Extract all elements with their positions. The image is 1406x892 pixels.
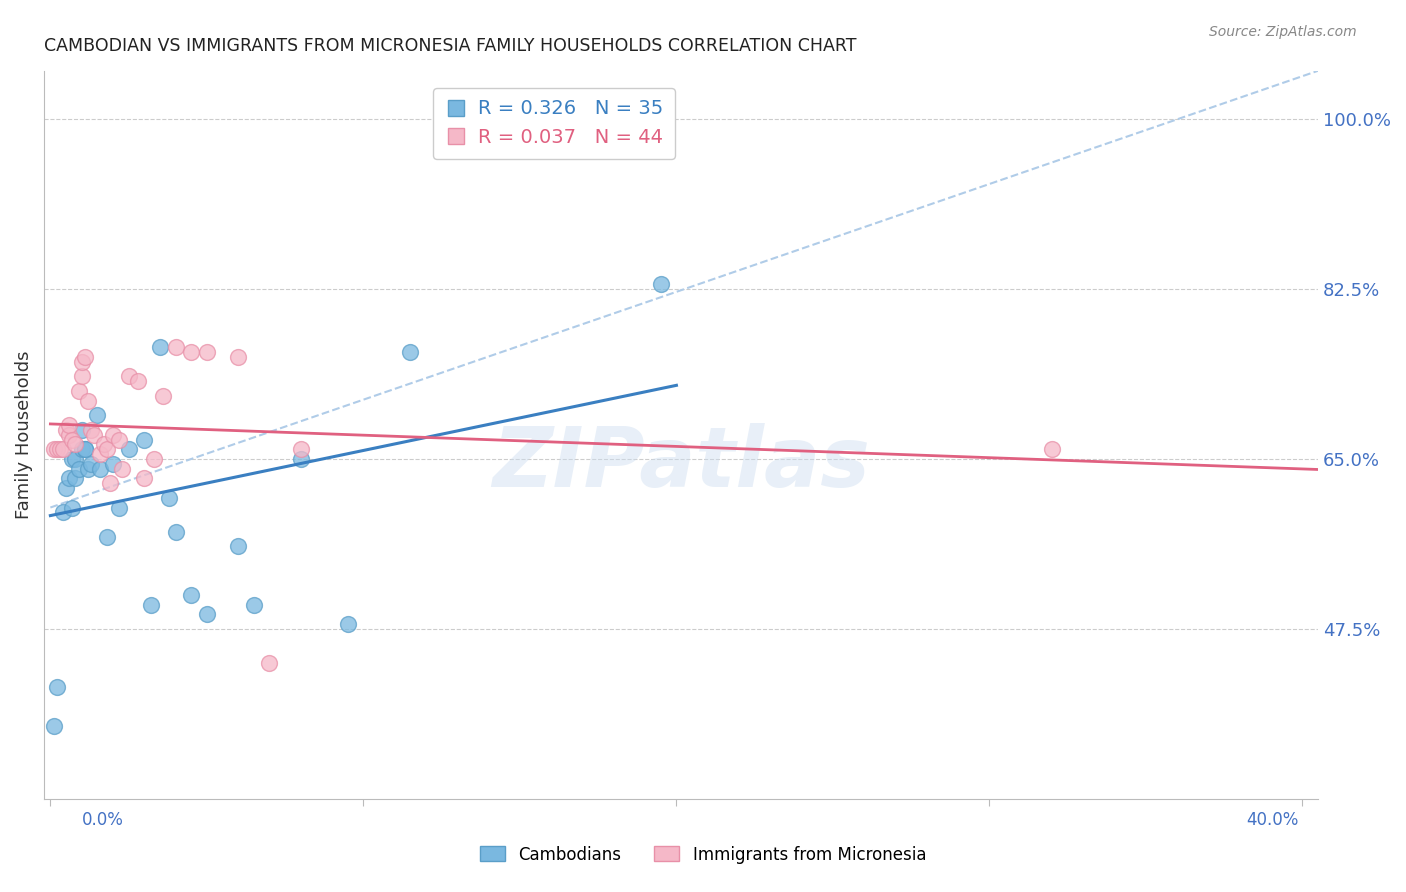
Point bbox=[52, 442, 75, 457]
Point bbox=[127, 375, 149, 389]
Point bbox=[134, 471, 156, 485]
Point bbox=[45, 680, 67, 694]
Point bbox=[399, 345, 422, 359]
Point bbox=[73, 442, 96, 457]
Point bbox=[58, 427, 80, 442]
Point bbox=[180, 588, 202, 602]
Point bbox=[290, 452, 312, 467]
Point bbox=[65, 471, 87, 485]
Point bbox=[77, 393, 100, 408]
Point bbox=[73, 442, 96, 457]
Point bbox=[60, 452, 83, 467]
Point bbox=[195, 345, 218, 359]
Text: 40.0%: 40.0% bbox=[1246, 811, 1299, 829]
Point bbox=[290, 442, 312, 457]
Point bbox=[86, 409, 108, 423]
Point bbox=[65, 452, 87, 467]
Point bbox=[157, 491, 180, 505]
Point bbox=[60, 433, 83, 447]
Point bbox=[243, 598, 266, 612]
Point bbox=[117, 442, 139, 457]
Y-axis label: Family Households: Family Households bbox=[15, 351, 32, 519]
Legend: R = 0.326   N = 35, R = 0.037   N = 44: R = 0.326 N = 35, R = 0.037 N = 44 bbox=[433, 87, 675, 159]
Point bbox=[73, 350, 96, 364]
Point bbox=[70, 355, 93, 369]
Point bbox=[77, 461, 100, 475]
Point bbox=[149, 340, 172, 354]
Point bbox=[89, 461, 111, 475]
Point bbox=[58, 471, 80, 485]
Point bbox=[101, 457, 124, 471]
Point bbox=[67, 384, 90, 398]
Point bbox=[134, 433, 156, 447]
Point bbox=[70, 369, 93, 384]
Point bbox=[58, 417, 80, 432]
Point bbox=[226, 539, 249, 553]
Point bbox=[89, 447, 111, 461]
Point bbox=[101, 427, 124, 442]
Point bbox=[70, 423, 93, 437]
Point bbox=[226, 350, 249, 364]
Point bbox=[142, 452, 165, 467]
Point bbox=[67, 461, 90, 475]
Point bbox=[336, 617, 359, 632]
Text: 0.0%: 0.0% bbox=[82, 811, 124, 829]
Point bbox=[55, 423, 77, 437]
Point bbox=[650, 277, 672, 292]
Legend: Cambodians, Immigrants from Micronesia: Cambodians, Immigrants from Micronesia bbox=[472, 839, 934, 871]
Point bbox=[259, 656, 281, 670]
Point bbox=[98, 476, 121, 491]
Point bbox=[111, 461, 134, 475]
Point bbox=[83, 427, 105, 442]
Point bbox=[49, 442, 72, 457]
Point bbox=[117, 369, 139, 384]
Point bbox=[195, 607, 218, 622]
Point bbox=[165, 524, 187, 539]
Point bbox=[152, 389, 174, 403]
Point bbox=[108, 433, 131, 447]
Point bbox=[52, 505, 75, 519]
Text: Source: ZipAtlas.com: Source: ZipAtlas.com bbox=[1209, 25, 1357, 39]
Point bbox=[55, 481, 77, 495]
Point bbox=[60, 500, 83, 515]
Point bbox=[65, 437, 87, 451]
Point bbox=[96, 530, 118, 544]
Point bbox=[80, 457, 103, 471]
Point bbox=[96, 442, 118, 457]
Point bbox=[1040, 442, 1063, 457]
Point bbox=[80, 423, 103, 437]
Point bbox=[70, 442, 93, 457]
Text: CAMBODIAN VS IMMIGRANTS FROM MICRONESIA FAMILY HOUSEHOLDS CORRELATION CHART: CAMBODIAN VS IMMIGRANTS FROM MICRONESIA … bbox=[44, 37, 856, 55]
Point bbox=[165, 340, 187, 354]
Point bbox=[45, 442, 67, 457]
Point bbox=[42, 719, 65, 733]
Point bbox=[42, 442, 65, 457]
Point bbox=[93, 437, 115, 451]
Point bbox=[108, 500, 131, 515]
Point bbox=[180, 345, 202, 359]
Text: ZIPatlas: ZIPatlas bbox=[492, 424, 870, 504]
Point bbox=[139, 598, 162, 612]
